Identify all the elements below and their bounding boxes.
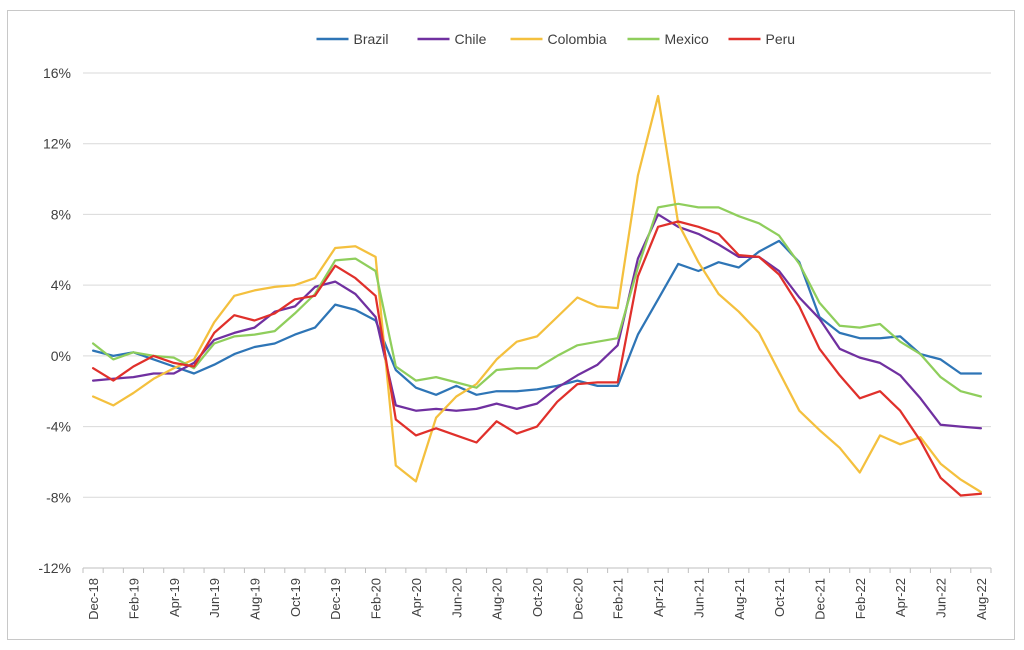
y-tick-label: 8% xyxy=(51,206,71,222)
series-line-chile xyxy=(91,213,983,430)
legend-item-chile: Chile xyxy=(417,31,487,47)
x-tick-label: Apr-20 xyxy=(409,578,424,617)
x-tick-label: Feb-19 xyxy=(126,578,141,619)
x-tick-label: Dec-19 xyxy=(328,578,343,620)
legend: Brazil Chile Colombia Mexico Peru xyxy=(316,31,796,47)
x-tick-label: Aug-20 xyxy=(490,578,505,620)
x-tick-label: Oct-20 xyxy=(530,578,545,617)
series-line-brazil xyxy=(91,239,983,396)
x-tick-label: Dec-20 xyxy=(570,578,585,620)
y-axis: -12% -8% -4% 0% 4% 8% 12% 16% xyxy=(38,65,71,576)
legend-item-brazil: Brazil xyxy=(316,31,389,47)
x-tick-label: Oct-21 xyxy=(772,578,787,617)
x-tick-label: Feb-21 xyxy=(611,578,626,619)
y-tick-label: 16% xyxy=(43,65,71,81)
series-line-peru xyxy=(91,220,983,497)
line-chart: -12% -8% -4% 0% 4% 8% 12% 16% Dec-18 Feb-19 Apr-1… xyxy=(38,31,992,620)
x-tick-label: Oct-19 xyxy=(288,578,303,617)
x-tick-label: Feb-22 xyxy=(853,578,868,619)
x-tick-label: Aug-22 xyxy=(974,578,989,620)
legend-label: Colombia xyxy=(548,31,607,47)
x-tick-label: Jun-22 xyxy=(934,578,949,618)
x-tick-label: Feb-20 xyxy=(369,578,384,619)
series-line-colombia xyxy=(91,94,983,494)
x-axis: Dec-18 Feb-19 Apr-19 Jun-19 Aug-19 Oct-19 Dec-… xyxy=(82,567,992,620)
y-tick-label: -8% xyxy=(46,489,71,505)
chart-frame: -12% -8% -4% 0% 4% 8% 12% 16% Dec-18 Feb-19 Apr-1… xyxy=(7,10,1015,640)
legend-label: Peru xyxy=(766,31,796,47)
legend-label: Brazil xyxy=(354,31,389,47)
x-tick-label: Jun-21 xyxy=(691,578,706,618)
legend-item-peru: Peru xyxy=(728,31,796,47)
x-tick-label: Aug-19 xyxy=(248,578,263,620)
x-tick-label: Jun-19 xyxy=(207,578,222,618)
y-tick-label: -4% xyxy=(46,419,71,435)
series-line-mexico xyxy=(91,202,983,398)
x-tick-label: Apr-21 xyxy=(651,578,666,617)
x-tick-label: Aug-21 xyxy=(732,578,747,620)
y-tick-label: 4% xyxy=(51,277,71,293)
gridlines xyxy=(83,72,991,569)
legend-item-colombia: Colombia xyxy=(510,31,607,47)
x-tick-label: Apr-22 xyxy=(893,578,908,617)
legend-label: Mexico xyxy=(665,31,710,47)
legend-item-mexico: Mexico xyxy=(627,31,710,47)
y-tick-label: 0% xyxy=(51,348,71,364)
x-tick-label: Apr-19 xyxy=(167,578,182,617)
legend-label: Chile xyxy=(455,31,487,47)
x-tick-label: Dec-18 xyxy=(86,578,101,620)
x-tick-label: Jun-20 xyxy=(449,578,464,618)
series-lines xyxy=(91,94,983,497)
x-tick-label: Dec-21 xyxy=(812,578,827,620)
y-tick-label: 12% xyxy=(43,136,71,152)
y-tick-label: -12% xyxy=(38,560,71,576)
